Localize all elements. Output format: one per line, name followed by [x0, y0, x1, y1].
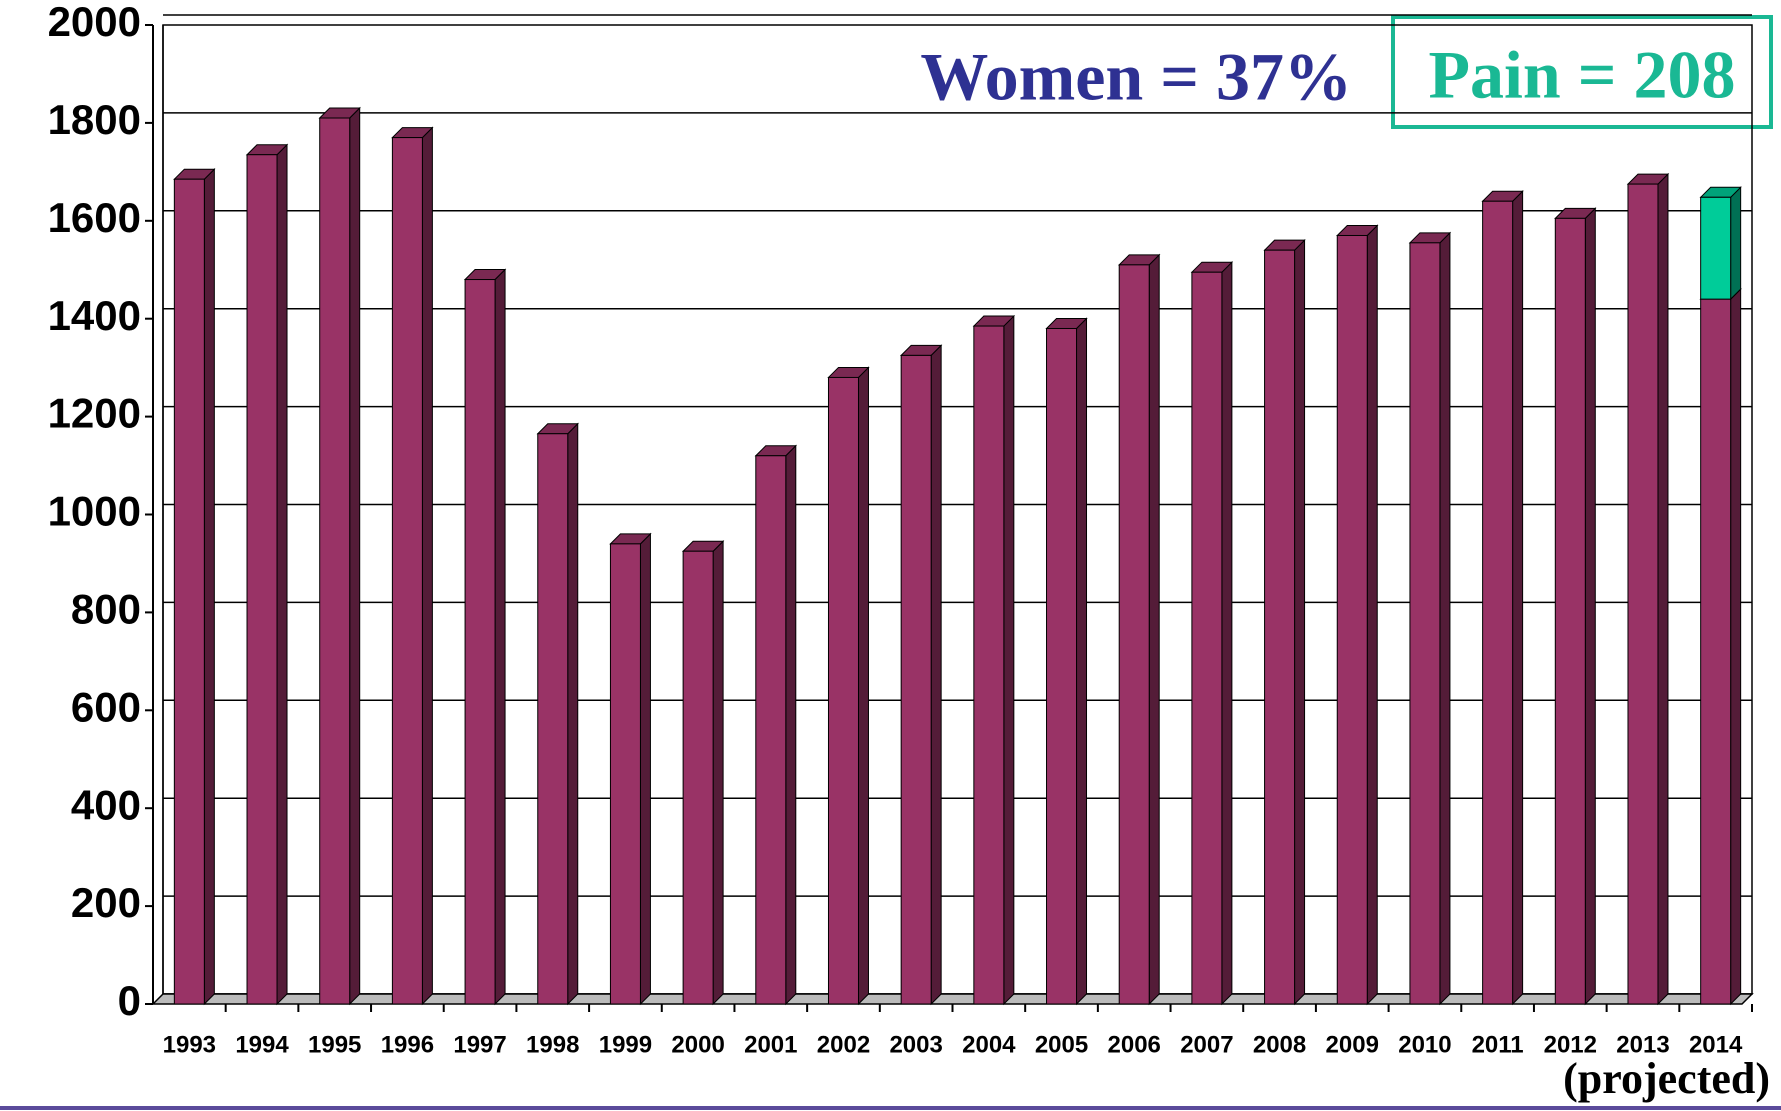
bar — [1700, 298, 1732, 1005]
y-tick-label: 1200 — [48, 390, 141, 437]
y-tick-label: 1600 — [48, 194, 141, 241]
bar — [1700, 196, 1732, 300]
bar — [1627, 183, 1659, 1005]
x-tick-label: 2011 — [1472, 1031, 1524, 1058]
x-tick-label: 2003 — [889, 1031, 942, 1058]
bar-side — [857, 366, 869, 1006]
bar — [900, 354, 932, 1005]
bar — [1264, 249, 1296, 1005]
bar-side — [203, 167, 215, 1006]
bar — [173, 178, 205, 1005]
y-tick-label: 1000 — [48, 488, 141, 535]
bar — [973, 325, 1005, 1005]
bar-side — [1294, 238, 1306, 1006]
x-tick-label: 2009 — [1326, 1031, 1379, 1058]
x-tick-label: 2013 — [1616, 1031, 1669, 1058]
bar — [537, 433, 569, 1005]
x-tick-label: 2010 — [1398, 1031, 1451, 1058]
bar — [1118, 264, 1150, 1005]
bar-side — [1730, 287, 1742, 1006]
x-tick-label: 1999 — [599, 1031, 652, 1058]
x-tick-label: 2001 — [744, 1031, 797, 1058]
bar-side — [349, 106, 361, 1006]
bar — [682, 550, 714, 1005]
x-tick-label: 2000 — [671, 1031, 724, 1058]
bar — [391, 137, 423, 1005]
bar — [1336, 234, 1368, 1005]
bar-side — [1657, 172, 1669, 1006]
x-tick-label: 2006 — [1108, 1031, 1161, 1058]
y-tick-label: 2000 — [48, 0, 141, 45]
x-tick-label: 2014 — [1689, 1031, 1743, 1058]
bar — [1046, 327, 1078, 1005]
bar — [1409, 242, 1441, 1005]
x-tick-label: 1993 — [163, 1031, 216, 1058]
bar — [246, 154, 278, 1005]
bar-side — [785, 444, 797, 1006]
bar-side — [1366, 224, 1378, 1006]
x-tick-label: 1995 — [308, 1031, 361, 1058]
bar — [827, 376, 859, 1005]
bar-side — [712, 540, 724, 1006]
x-tick-label: 1998 — [526, 1031, 579, 1058]
bar-side — [276, 143, 288, 1006]
x-tick-label: 1994 — [235, 1031, 289, 1058]
x-tick-label: 2008 — [1253, 1031, 1306, 1058]
bar — [609, 543, 641, 1005]
bar-side — [639, 532, 651, 1006]
bar — [1554, 217, 1586, 1005]
bar — [1191, 271, 1223, 1005]
annotation: (projected) — [1563, 1054, 1770, 1103]
y-tick-label: 0 — [118, 977, 141, 1024]
x-tick-label: 2002 — [817, 1031, 870, 1058]
x-tick-label: 2005 — [1035, 1031, 1088, 1058]
bar-side — [1730, 186, 1742, 301]
bar — [755, 455, 787, 1005]
bar-side — [930, 344, 942, 1006]
bar-side — [1076, 317, 1088, 1006]
bar-side — [1439, 231, 1451, 1006]
y-tick-label: 1800 — [48, 96, 141, 143]
bar-side — [1584, 207, 1596, 1006]
bar — [464, 279, 496, 1005]
annotation-box — [1391, 15, 1773, 129]
bar-side — [567, 422, 579, 1006]
bar — [1482, 200, 1514, 1005]
bar-side — [1148, 253, 1160, 1006]
bar-side — [494, 268, 506, 1006]
bar-side — [1221, 260, 1233, 1006]
x-tick-label: 2012 — [1544, 1031, 1597, 1058]
x-tick-label: 2004 — [962, 1031, 1016, 1058]
x-tick-label: 1997 — [453, 1031, 506, 1058]
y-tick-label: 400 — [71, 781, 141, 828]
y-tick-label: 1400 — [48, 292, 141, 339]
x-tick-label: 2007 — [1180, 1031, 1233, 1058]
y-tick-label: 800 — [71, 585, 141, 632]
bar-side — [421, 126, 433, 1006]
bar-side — [1512, 190, 1524, 1006]
x-tick-label: 1996 — [381, 1031, 434, 1058]
y-tick-label: 600 — [71, 683, 141, 730]
annotation: Women = 37% — [920, 39, 1352, 115]
bar — [319, 117, 351, 1005]
annotation: Pain = 208 — [1429, 37, 1736, 113]
bar-side — [1003, 314, 1015, 1006]
y-tick-label: 200 — [71, 879, 141, 926]
